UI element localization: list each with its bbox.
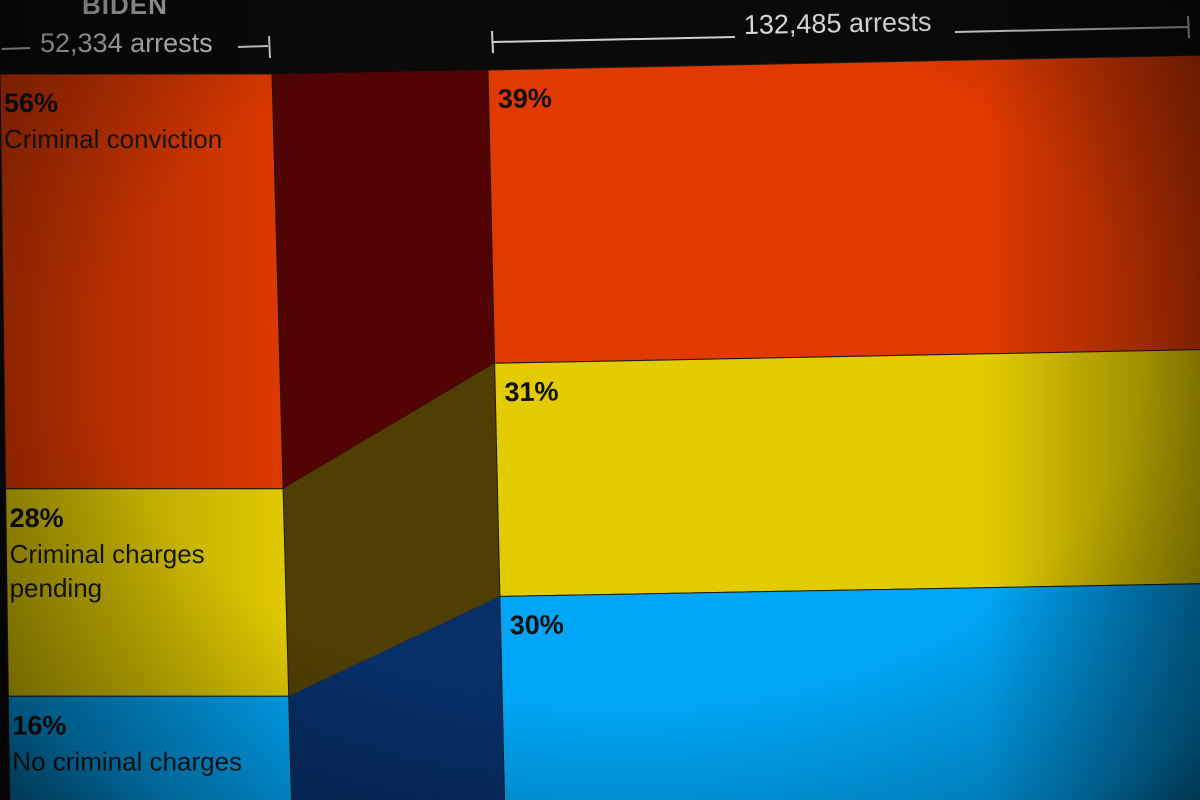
segment-category-label: Criminal conviction [4, 124, 222, 154]
column-total: 52,334 arrests [40, 28, 213, 58]
bracket-tick [268, 35, 271, 59]
bracket-line [237, 45, 269, 48]
bar-segment [487, 54, 1200, 364]
segment-category-label: pending [10, 573, 103, 603]
bar-segment [494, 349, 1200, 597]
segment-value-label: 39% [498, 83, 553, 114]
segment-value-label: 16% [12, 710, 66, 740]
bracket-line [492, 36, 736, 43]
segment-value-label: 56% [4, 88, 58, 118]
segment-category-label: Criminal charges [10, 539, 205, 569]
segment-value-label: 30% [509, 609, 564, 640]
segment-value-label: 31% [504, 376, 559, 407]
chart-header: BIDEN 52,334 arrests 132,485 arrests [1, 0, 1190, 59]
segment-value-label: 28% [10, 503, 64, 533]
bar-column [487, 54, 1200, 800]
total-bracket: 132,485 arrests [491, 7, 1190, 54]
bracket-line [1, 47, 31, 50]
bar-column [0, 73, 293, 800]
bracket-tick [491, 30, 494, 54]
bracket-tick [1187, 15, 1190, 39]
bracket-line [954, 26, 1189, 33]
segment-category-label: No criminal charges [12, 746, 242, 776]
segment-connectors [272, 70, 505, 800]
bar-segment [499, 583, 1200, 800]
column-title: BIDEN [82, 0, 168, 20]
column-total: 132,485 arrests [744, 7, 932, 40]
total-bracket: 52,334 arrests [1, 28, 271, 59]
